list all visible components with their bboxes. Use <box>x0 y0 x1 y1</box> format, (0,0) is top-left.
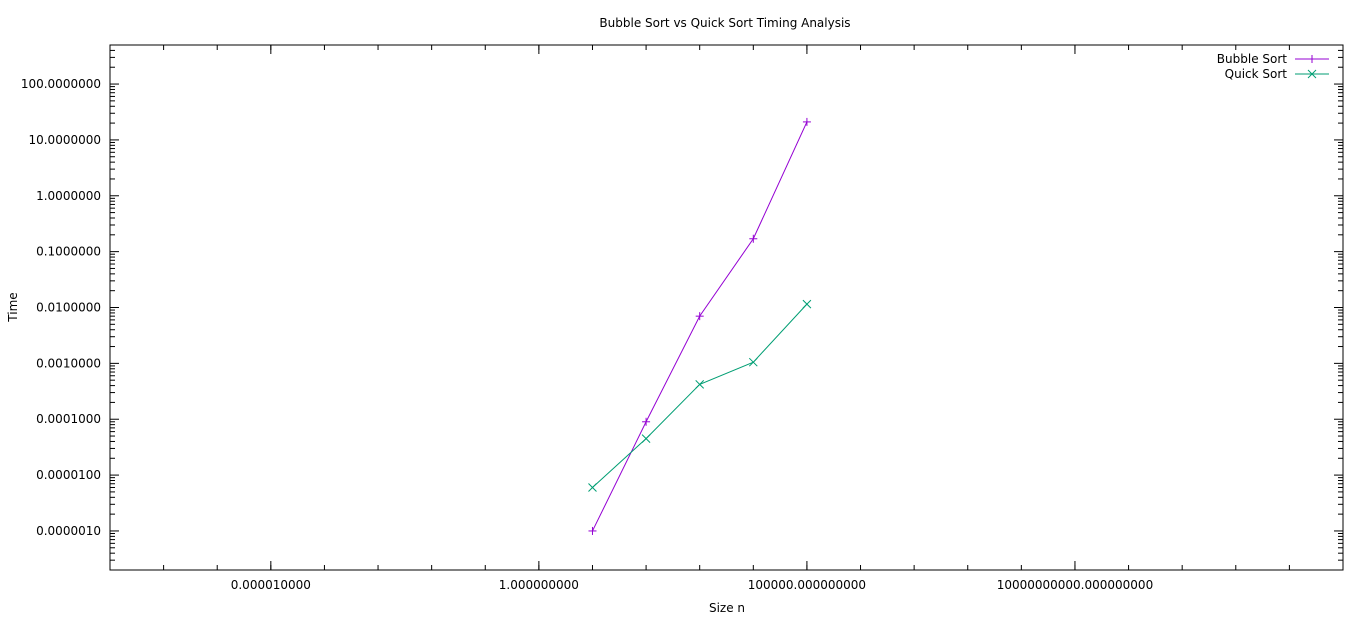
x-axis-label: Size n <box>709 601 745 615</box>
bubble-sort-line <box>592 121 808 532</box>
legend-label-bubble-sort: Bubble Sort <box>1217 52 1287 66</box>
chart-title: Bubble Sort vs Quick Sort Timing Analysi… <box>599 16 850 30</box>
quick-sort-point <box>641 434 651 443</box>
y-tick-label: 0.0001000 <box>36 412 101 426</box>
axis-ticks <box>109 44 1344 571</box>
series-group <box>588 117 812 535</box>
y-tick-label: 10.0000000 <box>28 133 101 147</box>
bubble-sort-point <box>588 526 597 535</box>
quick-sort-point <box>588 483 597 492</box>
quick-sort-point <box>802 299 812 309</box>
y-tick-label: 100.0000000 <box>21 77 101 91</box>
x-tick-label: 1.000000000 <box>499 578 579 592</box>
quick-sort-point <box>748 357 758 367</box>
quick-sort-line <box>592 303 808 488</box>
legend-marker-bubble-sort <box>1308 55 1316 63</box>
legend-label-quick-sort: Quick Sort <box>1225 67 1288 81</box>
x-tick-labels: 0.000010000 1.000000000 100000.000000000 10… <box>231 578 1153 592</box>
marker-stroke <box>802 299 812 309</box>
marker-stroke <box>695 380 705 389</box>
x-tick-label: 0.000010000 <box>231 578 311 592</box>
y-axis-label: Time <box>6 292 20 322</box>
marker-stroke <box>1307 69 1317 79</box>
y-tick-label: 0.0000100 <box>36 468 101 482</box>
plot-frame <box>109 44 1344 571</box>
y-tick-label: 0.0100000 <box>36 301 101 315</box>
bubble-sort-point <box>642 417 651 426</box>
y-tick-label: 0.1000000 <box>36 245 101 259</box>
y-tick-label: 0.0000010 <box>36 524 101 538</box>
y-tick-labels: 0.0000010 0.0000100 0.0001000 0.0010000 0.01… <box>21 77 101 538</box>
bubble-sort-point <box>749 234 758 243</box>
marker-stroke <box>641 434 651 443</box>
y-tick-label: 0.0010000 <box>36 356 101 370</box>
legend-marker-quick-sort <box>1307 69 1317 79</box>
bubble-sort-point <box>802 117 811 126</box>
marker-stroke <box>588 483 597 492</box>
bubble-sort-point <box>695 312 704 321</box>
marker-stroke <box>748 357 758 367</box>
quick-sort-point <box>695 380 705 389</box>
x-tick-label: 10000000000.000000000 <box>997 578 1154 592</box>
x-tick-label: 100000.000000000 <box>748 578 866 592</box>
y-tick-label: 1.0000000 <box>36 189 101 203</box>
